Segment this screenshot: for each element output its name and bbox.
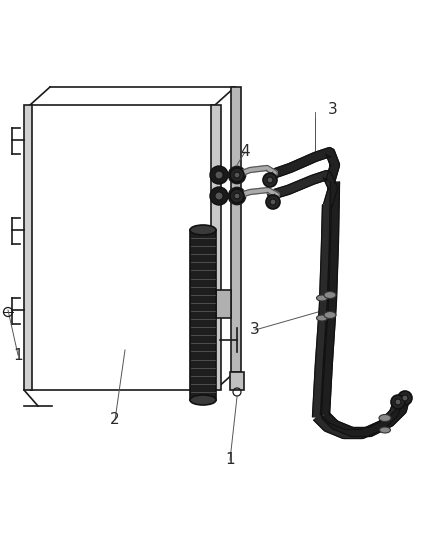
Text: 2: 2 xyxy=(110,413,120,427)
Text: 4: 4 xyxy=(240,144,250,159)
Ellipse shape xyxy=(324,311,336,319)
Circle shape xyxy=(230,168,244,182)
Circle shape xyxy=(270,199,276,205)
Bar xyxy=(230,372,244,390)
Text: 3: 3 xyxy=(328,102,338,117)
Ellipse shape xyxy=(324,292,336,298)
Circle shape xyxy=(402,395,408,401)
Circle shape xyxy=(234,172,240,178)
Polygon shape xyxy=(236,166,277,181)
Polygon shape xyxy=(268,148,339,183)
Ellipse shape xyxy=(379,427,391,433)
Bar xyxy=(190,230,216,400)
Circle shape xyxy=(234,193,240,199)
Ellipse shape xyxy=(190,225,216,235)
Circle shape xyxy=(263,173,277,187)
Circle shape xyxy=(215,192,223,200)
Bar xyxy=(211,105,221,390)
Polygon shape xyxy=(322,397,410,437)
Circle shape xyxy=(230,189,244,203)
Polygon shape xyxy=(236,188,279,203)
Bar xyxy=(231,87,241,372)
Bar xyxy=(216,290,231,318)
Circle shape xyxy=(215,171,223,179)
Text: 1: 1 xyxy=(13,348,23,362)
Ellipse shape xyxy=(317,295,328,301)
Text: 1: 1 xyxy=(225,453,235,467)
Polygon shape xyxy=(267,171,337,206)
Text: 3: 3 xyxy=(250,322,260,337)
Bar xyxy=(24,105,32,390)
Circle shape xyxy=(267,177,273,183)
Ellipse shape xyxy=(379,415,391,422)
Circle shape xyxy=(395,399,401,405)
Circle shape xyxy=(266,195,280,209)
Ellipse shape xyxy=(317,315,328,321)
Circle shape xyxy=(210,187,228,205)
Polygon shape xyxy=(321,182,339,415)
Circle shape xyxy=(398,391,412,405)
Circle shape xyxy=(210,166,228,184)
Polygon shape xyxy=(312,205,332,417)
Ellipse shape xyxy=(190,395,216,405)
Polygon shape xyxy=(314,400,402,439)
Circle shape xyxy=(391,395,405,409)
